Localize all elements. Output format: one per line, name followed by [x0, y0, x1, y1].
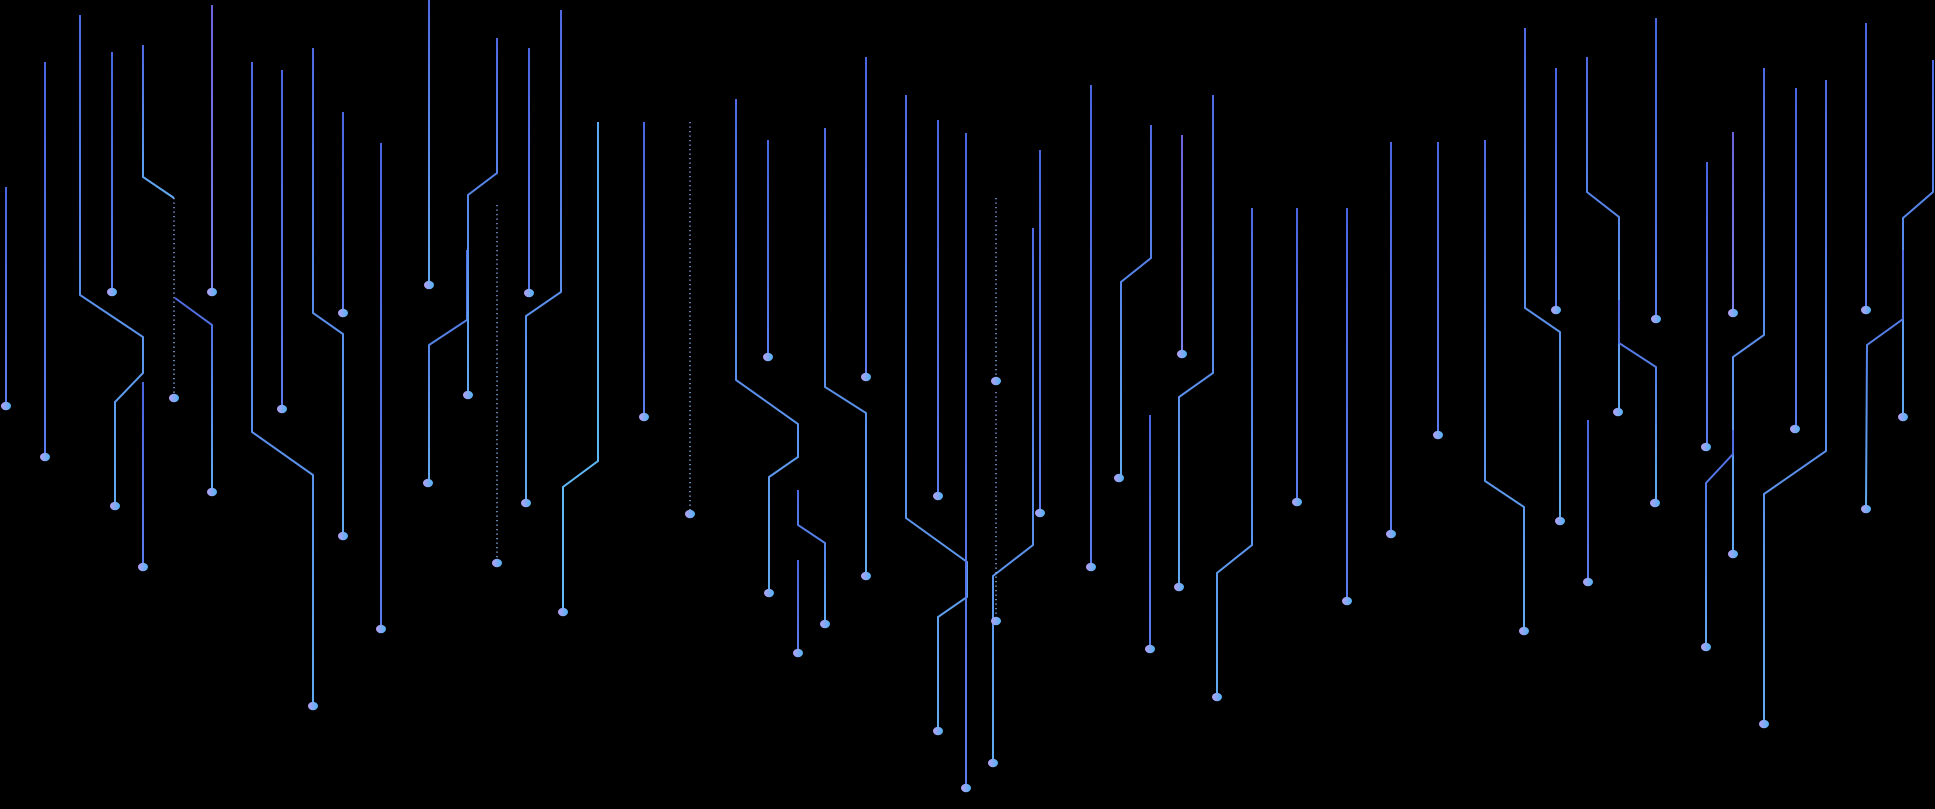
node-dot — [1613, 407, 1623, 417]
node-dot — [1145, 644, 1155, 654]
circuit-trace — [428, 250, 468, 480]
circuit-trace — [735, 99, 799, 590]
node-dot — [1728, 549, 1738, 559]
node-dot — [764, 588, 774, 598]
node-dot — [207, 487, 217, 497]
circuit-trace — [1618, 300, 1657, 500]
node-dot — [558, 607, 568, 617]
circuit-trace — [1732, 68, 1765, 551]
node-dot — [1212, 692, 1222, 702]
node-dot — [1177, 349, 1187, 359]
node-dot — [988, 758, 998, 768]
circuit-trace — [1524, 28, 1561, 518]
circuit-trace — [467, 38, 498, 392]
circuit-trace — [1484, 140, 1525, 628]
circuit-trace — [824, 128, 867, 573]
circuit-trace — [992, 228, 1034, 760]
circuit-trace — [1865, 250, 1904, 507]
node-dot — [463, 390, 473, 400]
node-dot — [1555, 516, 1565, 526]
node-dot — [110, 501, 120, 511]
node-dot — [861, 372, 871, 382]
node-dot — [991, 616, 1001, 626]
node-dot — [961, 783, 971, 793]
circuit-trace — [312, 48, 344, 533]
circuit-trace — [562, 122, 599, 609]
circuit-trace — [142, 45, 175, 199]
node-dot — [1583, 577, 1593, 587]
node-dot — [639, 412, 649, 422]
circuit-trace — [174, 297, 213, 489]
node-dot — [1433, 430, 1443, 440]
node-dot — [1650, 498, 1660, 508]
node-dot — [1342, 596, 1352, 606]
node-dot — [338, 531, 348, 541]
node-dot — [1728, 308, 1738, 318]
node-dot — [1701, 442, 1711, 452]
node-dot — [1861, 305, 1871, 315]
node-dot — [763, 352, 773, 362]
node-dot — [820, 619, 830, 629]
node-dot — [933, 491, 943, 501]
node-dot — [424, 280, 434, 290]
circuit-trace — [1120, 125, 1152, 475]
circuit-trace — [1705, 430, 1734, 644]
node-dot — [1, 401, 11, 411]
node-dot — [492, 558, 502, 568]
circuit-trace — [525, 10, 562, 500]
node-dot — [861, 571, 871, 581]
node-dot — [521, 498, 531, 508]
node-dot — [308, 701, 318, 711]
node-dot — [40, 452, 50, 462]
node-dot — [1174, 582, 1184, 592]
node-dot — [793, 648, 803, 658]
circuit-trace — [905, 95, 968, 728]
circuit-trace — [79, 15, 144, 503]
node-dot — [685, 509, 695, 519]
node-dot — [423, 478, 433, 488]
node-dot — [1790, 424, 1800, 434]
node-dot — [1861, 504, 1871, 514]
node-dot — [524, 288, 534, 298]
node-dot — [1386, 529, 1396, 539]
circuit-trace — [1586, 57, 1620, 409]
node-dot — [991, 376, 1001, 386]
node-dot — [138, 562, 148, 572]
node-dot — [1651, 314, 1661, 324]
circuit-trace — [1902, 60, 1934, 414]
circuit-trace — [1216, 208, 1253, 694]
circuit-trace — [251, 62, 314, 703]
node-dot — [1086, 562, 1096, 572]
circuit-trace — [797, 490, 826, 621]
node-dot — [107, 287, 117, 297]
node-dot — [376, 624, 386, 634]
node-dot — [1114, 473, 1124, 483]
node-dot — [1035, 508, 1045, 518]
node-dot — [1759, 719, 1769, 729]
node-dot — [277, 404, 287, 414]
circuit-trace — [1178, 95, 1214, 584]
node-dot — [1519, 626, 1529, 636]
node-dot — [338, 308, 348, 318]
circuit-trace — [1763, 80, 1827, 721]
node-dot — [933, 726, 943, 736]
node-dot — [1898, 412, 1908, 422]
node-dot — [1292, 497, 1302, 507]
node-dot — [1551, 305, 1561, 315]
node-dot — [169, 393, 179, 403]
node-dot — [207, 287, 217, 297]
node-dot — [1701, 642, 1711, 652]
